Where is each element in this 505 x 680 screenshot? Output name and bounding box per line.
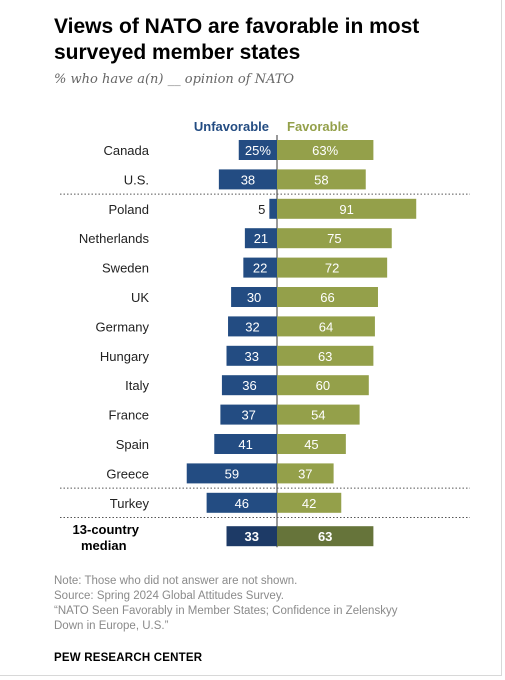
country-label: Netherlands xyxy=(79,231,150,246)
bar-favorable xyxy=(277,434,346,454)
pew-logo-text: PEW RESEARCH CENTER xyxy=(54,652,203,664)
bar-unfavorable xyxy=(269,198,277,219)
value-label-favorable: 42 xyxy=(302,496,316,511)
chart-notes: Note: Those who did not answer are not s… xyxy=(54,574,474,634)
bar-favorable xyxy=(277,345,374,366)
value-label-unfavorable: 33 xyxy=(245,349,259,364)
diverging-bar-chart: Unfavorable Favorable Canada 25% 63% U.S. 38 58… xyxy=(60,119,470,553)
bar-unfavorable xyxy=(243,257,277,278)
value-label-favorable: 72 xyxy=(325,261,339,276)
median-label: 13-country xyxy=(73,522,140,537)
bar-favorable xyxy=(277,404,360,425)
bar-favorable xyxy=(277,257,388,278)
chart-subtitle: % who have a(n) __ opinion of NATO xyxy=(54,72,295,87)
median-label: median xyxy=(81,538,127,553)
country-label: Spain xyxy=(116,437,149,452)
country-label: UK xyxy=(131,290,149,305)
value-label-unfavorable: 21 xyxy=(254,231,268,246)
bar-favorable xyxy=(277,228,392,249)
country-label: Poland xyxy=(109,202,149,217)
bar-unfavorable xyxy=(218,169,277,190)
value-label-favorable: 63% xyxy=(312,143,338,158)
bar-favorable xyxy=(277,375,369,396)
value-label-unfavorable: 37 xyxy=(241,408,255,423)
bar-unfavorable xyxy=(220,404,277,425)
bar-unfavorable xyxy=(228,316,277,337)
bar-favorable xyxy=(277,287,378,307)
value-label-unfavorable: 22 xyxy=(253,261,267,276)
bar-favorable xyxy=(277,463,334,484)
country-label: Italy xyxy=(125,378,149,393)
source-line: Source: Spring 2024 Global Attitudes Sur… xyxy=(54,590,284,602)
bar-favorable xyxy=(277,169,366,190)
value-label-favorable: 64 xyxy=(319,319,333,334)
value-label-unfavorable: 36 xyxy=(242,378,256,393)
bar-unfavorable xyxy=(214,434,277,454)
legend-favorable: Favorable xyxy=(287,119,348,134)
chart-title: Views of NATO are favorable in most surv… xyxy=(54,15,420,64)
bar-unfavorable xyxy=(186,463,277,484)
bar-unfavorable xyxy=(226,345,277,366)
country-label: Sweden xyxy=(102,261,149,276)
value-label-favorable: 60 xyxy=(316,378,330,393)
value-label-favorable: 66 xyxy=(320,290,334,305)
country-label: France xyxy=(109,408,149,423)
value-label-favorable: 75 xyxy=(327,231,341,246)
value-label-unfavorable: 30 xyxy=(247,290,261,305)
value-label-unfavorable: 59 xyxy=(225,466,239,481)
country-label: Greece xyxy=(106,466,149,481)
median-value-favorable: 63 xyxy=(318,529,332,544)
value-label-unfavorable: 41 xyxy=(238,437,252,452)
bar-unfavorable xyxy=(244,228,277,249)
country-label: Turkey xyxy=(110,496,150,511)
bar-unfavorable xyxy=(206,492,277,513)
bar-favorable xyxy=(277,316,375,337)
value-label-favorable: 45 xyxy=(304,437,318,452)
value-label-favorable: 37 xyxy=(298,466,312,481)
note-line: Note: Those who did not answer are not s… xyxy=(54,575,298,587)
value-label-unfavorable: 32 xyxy=(245,319,259,334)
value-label-unfavorable: 25% xyxy=(245,143,271,158)
bar-favorable xyxy=(277,198,417,219)
median-value-unfavorable: 33 xyxy=(245,529,259,544)
bar-favorable xyxy=(277,140,374,160)
value-label-favorable: 91 xyxy=(339,202,353,217)
country-label: Canada xyxy=(103,143,149,158)
country-label: U.S. xyxy=(124,172,149,187)
country-label: Germany xyxy=(96,319,150,334)
value-label-favorable: 54 xyxy=(311,408,325,423)
country-label: Hungary xyxy=(100,349,150,364)
value-label-unfavorable: 5 xyxy=(258,202,265,217)
report-line: “NATO Seen Favorably in Member States; C… xyxy=(54,605,398,617)
bar-favorable xyxy=(277,492,342,513)
value-label-unfavorable: 46 xyxy=(235,496,249,511)
legend-unfavorable: Unfavorable xyxy=(194,119,269,134)
bar-unfavorable xyxy=(221,375,277,396)
value-label-favorable: 58 xyxy=(314,172,328,187)
bar-unfavorable xyxy=(238,140,277,160)
report-line: Down in Europe, U.S.” xyxy=(54,620,169,632)
value-label-favorable: 63 xyxy=(318,349,332,364)
value-label-unfavorable: 38 xyxy=(241,172,255,187)
median-bar-unfavorable xyxy=(226,526,277,547)
bar-unfavorable xyxy=(231,287,277,307)
median-bar-favorable xyxy=(277,526,374,547)
